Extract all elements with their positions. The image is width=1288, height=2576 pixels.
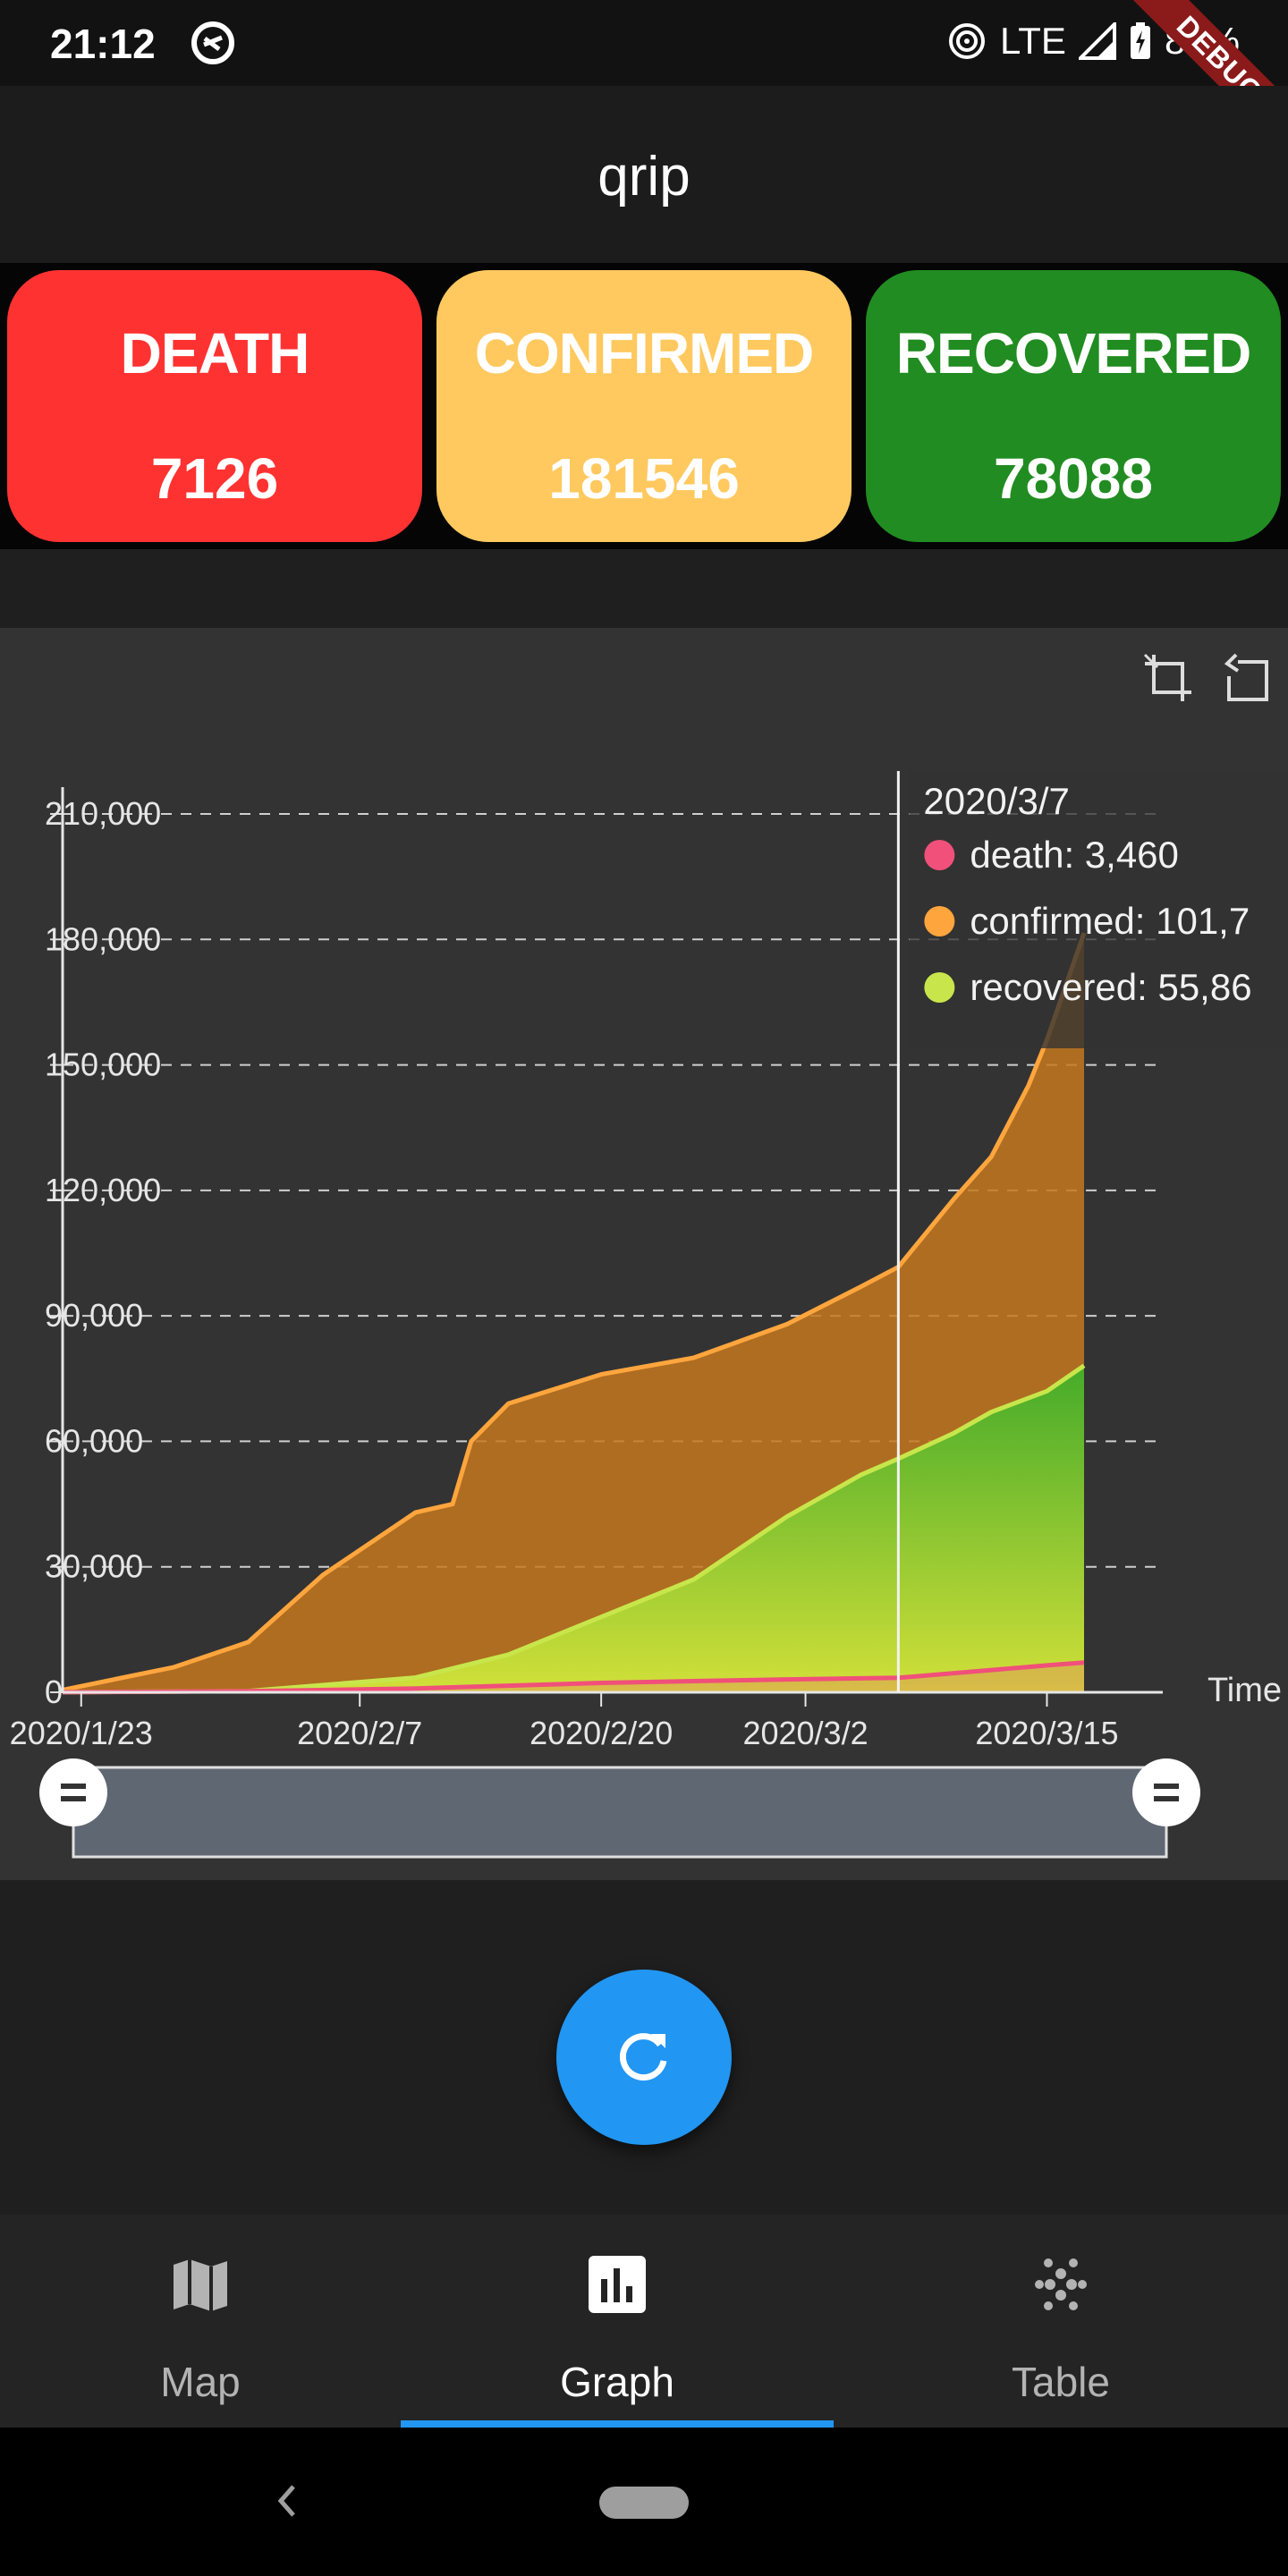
covid-timeline-chart[interactable]: 0 30,000 60,000 90,000 120,000 150,000 180,000… (0, 628, 1288, 1880)
do-not-disturb-icon (191, 21, 234, 64)
bottom-navigation: Map Graph Table (0, 2215, 1288, 2428)
x-tick-label: 2020/3/15 (975, 1715, 1118, 1751)
y-tick-label: 180,000 (45, 920, 161, 957)
app-title: qrip (597, 146, 691, 208)
handle-grip (61, 1784, 86, 1789)
battery-icon (1130, 22, 1150, 59)
death-line (62, 1660, 1085, 1695)
system-navigation-bar (0, 2428, 1288, 2576)
recovered-area (63, 1365, 1084, 1692)
tooltip-box (909, 771, 1288, 1048)
recovered-count: 78088 (994, 446, 1153, 511)
y-tick-label: 60,000 (45, 1422, 143, 1459)
confirmed-line (62, 932, 1087, 1692)
x-tick-label: 2020/1/23 (10, 1715, 153, 1751)
chart-panel: 0 30,000 60,000 90,000 120,000 150,000 180,000… (0, 628, 1288, 1880)
refresh-button[interactable] (556, 1970, 732, 2145)
x-axis-label: Time (1208, 1672, 1282, 1709)
tooltip-date: 2020/3/7 (923, 780, 1070, 822)
x-tick-label: 2020/2/7 (297, 1715, 422, 1751)
zoom-slider-track (72, 1766, 1168, 1859)
bar-chart-icon (589, 2256, 646, 2313)
map-icon (174, 2259, 227, 2311)
slider-handle-knob (39, 1758, 107, 1826)
handle-grip (61, 1796, 86, 1801)
death-area (63, 1662, 1084, 1692)
nav-item-table[interactable]: Table (834, 2215, 1288, 2428)
zoom-reset-icon[interactable] (1218, 651, 1272, 705)
death-count: 7126 (150, 446, 279, 511)
refresh-icon (619, 2033, 667, 2081)
nav-label-table: Table (1012, 2359, 1110, 2405)
hotspot-icon (949, 23, 986, 59)
nav-item-map[interactable]: Map (0, 2215, 401, 2428)
nav-label-graph: Graph (560, 2359, 674, 2405)
tooltip-line: recovered: 55,86 (970, 966, 1251, 1008)
tooltip-line: death: 3,460 (970, 834, 1179, 876)
slider-handle-right[interactable] (1132, 1758, 1200, 1826)
dots-grid-icon (1035, 2258, 1087, 2310)
handle-grip (1154, 1796, 1179, 1801)
x-tick-label: 2020/2/20 (530, 1715, 673, 1751)
slider-handle-left[interactable] (39, 1758, 107, 1826)
nav-label-map: Map (160, 2359, 241, 2405)
tooltip-legend-dot (924, 840, 955, 870)
recovered-card: RECOVERED 78088 (866, 270, 1281, 542)
y-tick-label: 120,000 (45, 1172, 161, 1208)
zoom-select-icon[interactable] (1141, 651, 1195, 705)
y-tick-label: 0 (45, 1674, 63, 1710)
handle-grip (1154, 1784, 1179, 1789)
recovered-line (62, 1363, 1086, 1695)
recovered-label: RECOVERED (895, 321, 1251, 386)
network-type: LTE (1000, 20, 1066, 62)
home-pill[interactable] (599, 2487, 689, 2519)
confirmed-card: CONFIRMED 181546 (436, 270, 852, 542)
nav-item-graph[interactable]: Graph (401, 2215, 834, 2428)
x-tick-label: 2020/3/2 (742, 1715, 868, 1751)
tooltip-legend-dot (924, 972, 955, 1003)
y-tick-label: 150,000 (45, 1046, 161, 1083)
confirmed-label: CONFIRMED (474, 321, 815, 386)
status-time: 21:12 (50, 21, 156, 67)
confirmed-count: 181546 (548, 446, 740, 511)
nav-selected-indicator (401, 2420, 834, 2428)
y-tick-label: 30,000 (45, 1548, 143, 1585)
death-card: DEATH 7126 (7, 270, 422, 542)
stats-strip: DEATH 7126 CONFIRMED 181546 RECOVERED 78… (0, 263, 1288, 549)
back-icon[interactable] (268, 2474, 304, 2528)
signal-icon (1078, 22, 1116, 60)
slider-handle-knob (1132, 1758, 1200, 1826)
tooltip-line: confirmed: 101,7 (970, 900, 1250, 942)
status-bar: 21:12 LTE 82% (0, 0, 1288, 86)
death-label: DEATH (120, 321, 310, 386)
tooltip-legend-dot (924, 906, 955, 936)
y-tick-label: 210,000 (45, 795, 161, 832)
app-bar: qrip (0, 86, 1288, 263)
y-tick-label: 90,000 (45, 1297, 143, 1334)
